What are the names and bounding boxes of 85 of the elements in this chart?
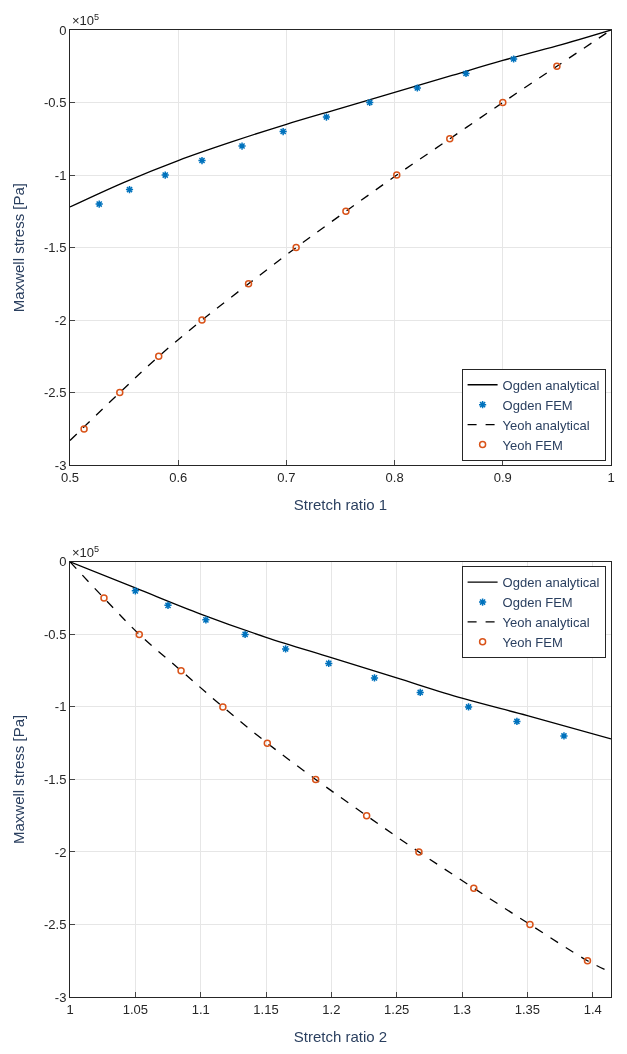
- point: [412, 83, 422, 93]
- point: [177, 666, 185, 675]
- point: [342, 207, 350, 216]
- point: [583, 956, 592, 965]
- point: [499, 98, 507, 107]
- y-tick-label: 0: [59, 554, 67, 570]
- x-tick-label: 1.1: [191, 1001, 210, 1017]
- x-tick-label: 0.9: [493, 469, 512, 485]
- legend-label: Yeoh analytical: [502, 417, 590, 433]
- point: [94, 199, 104, 209]
- x-axis-title: Stretch ratio 1: [293, 495, 388, 513]
- point: [365, 98, 375, 107]
- x-tick-label: 1: [607, 469, 615, 485]
- y-axis-title: Maxwell stress [Pa]: [10, 714, 28, 845]
- point: [263, 739, 272, 747]
- point: [80, 425, 88, 433]
- point: [470, 884, 478, 892]
- point: [393, 171, 401, 179]
- point: [509, 54, 518, 64]
- point: [197, 156, 207, 165]
- x-tick-label: 0.7: [277, 469, 296, 485]
- point: [198, 316, 206, 324]
- text: ×10$^{5}$: [72, 12, 100, 29]
- point: [160, 170, 170, 180]
- y-tick-label: -1.5: [43, 771, 67, 787]
- point: [415, 688, 425, 697]
- point: [311, 775, 320, 784]
- legend-label: Ogden analytical: [502, 377, 600, 393]
- legend-label: Yeoh FEM: [502, 634, 563, 650]
- point: [553, 62, 561, 71]
- point: [324, 659, 334, 668]
- x-axis-title: Stretch ratio 2: [293, 1027, 388, 1045]
- point: [278, 127, 288, 136]
- y-tick-label: -0.5: [43, 626, 67, 642]
- x-tick-label: 1: [66, 1001, 74, 1017]
- y-tick-label: 0: [59, 22, 67, 38]
- y-tick-label: -1: [54, 699, 67, 715]
- point: [370, 673, 379, 683]
- x-tick-label: 1.05: [122, 1001, 148, 1017]
- legend-label: Ogden analytical: [502, 575, 600, 591]
- x-tick-label: 1.3: [452, 1001, 472, 1017]
- point: [100, 594, 108, 602]
- legend-label: Yeoh analytical: [502, 615, 590, 631]
- point: [461, 69, 471, 78]
- point: [237, 141, 247, 151]
- x-tick-label: 0.8: [385, 469, 404, 485]
- x-tick-label: 1.35: [514, 1001, 541, 1017]
- x-tick-label: 1.4: [583, 1001, 602, 1017]
- point: [244, 280, 253, 288]
- x-tick-label: 1.2: [322, 1001, 341, 1017]
- point: [559, 731, 569, 741]
- y-tick-label: -0.5: [43, 95, 67, 111]
- point: [135, 630, 144, 639]
- x-tick-label: 0.6: [169, 469, 188, 485]
- point: [281, 644, 290, 654]
- point: [154, 352, 163, 361]
- point: [446, 135, 454, 143]
- point: [292, 243, 300, 252]
- point: [240, 630, 250, 639]
- point: [512, 717, 522, 726]
- point: [322, 112, 331, 122]
- point: [163, 601, 173, 610]
- point: [201, 615, 211, 625]
- y-tick-label: -3: [54, 989, 67, 1005]
- y-tick-label: -1.5: [43, 240, 67, 256]
- y-tick-label: -1: [54, 167, 67, 183]
- x-tick-label: 1.15: [253, 1001, 279, 1017]
- point: [130, 586, 140, 596]
- text: ×10$^{5}$: [72, 544, 100, 561]
- point: [125, 185, 134, 194]
- y-axis-title: Maxwell stress [Pa]: [10, 182, 28, 313]
- point: [526, 920, 534, 929]
- point: [415, 848, 423, 856]
- y-tick-label: -2.5: [43, 385, 67, 401]
- point: [219, 703, 227, 711]
- point: [362, 811, 371, 820]
- legend-label: Ogden FEM: [502, 397, 573, 413]
- legend-label: Ogden FEM: [502, 595, 573, 611]
- y-tick-label: -2: [54, 844, 67, 860]
- x-tick-label: 1.25: [384, 1001, 410, 1017]
- point: [116, 388, 124, 397]
- y-tick-label: -2.5: [43, 917, 67, 933]
- point: [464, 702, 473, 712]
- legend-label: Yeoh FEM: [502, 437, 563, 453]
- y-tick-label: -2: [54, 312, 67, 328]
